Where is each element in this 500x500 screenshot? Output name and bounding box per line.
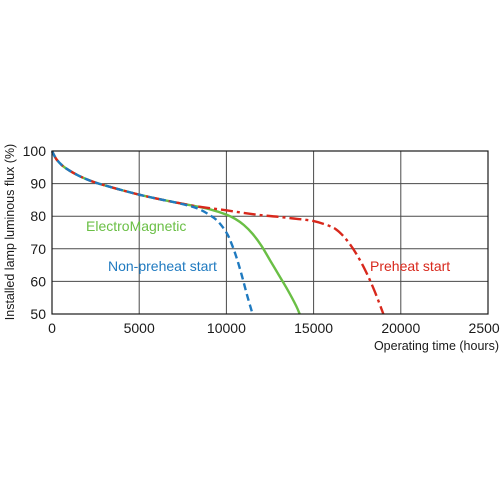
y-tick-label: 50 xyxy=(30,306,46,322)
series-lines xyxy=(50,150,385,315)
y-tick-label: 60 xyxy=(30,273,46,289)
x-tick-label: 0 xyxy=(48,320,56,336)
non-preheat-start-label: Non-preheat start xyxy=(108,258,217,274)
y-tick-label: 80 xyxy=(30,208,46,224)
x-tick-label: 15000 xyxy=(294,320,333,336)
x-tick-label: 20000 xyxy=(381,320,420,336)
x-tick-label: 10000 xyxy=(207,320,246,336)
series-line-non-preheat-start xyxy=(50,150,254,315)
electromagnetic-label: ElectroMagnetic xyxy=(86,218,186,234)
x-axis-label: Operating time (hours) xyxy=(374,339,499,353)
y-tick-label: 90 xyxy=(30,176,46,192)
plot-frame xyxy=(51,150,489,315)
y-tick-label: 70 xyxy=(30,241,46,257)
y-axis-label: Installed lamp luminous flux (%) xyxy=(3,144,17,320)
x-tick-labels: 0 5000 10000 15000 20000 25000 xyxy=(48,320,500,336)
y-tick-labels: 50 60 70 80 90 100 xyxy=(23,143,47,322)
preheat-start-label: Preheat start xyxy=(370,258,450,274)
y-tick-label: 100 xyxy=(23,143,47,159)
x-tick-label: 25000 xyxy=(469,320,500,336)
x-tick-label: 5000 xyxy=(124,320,155,336)
